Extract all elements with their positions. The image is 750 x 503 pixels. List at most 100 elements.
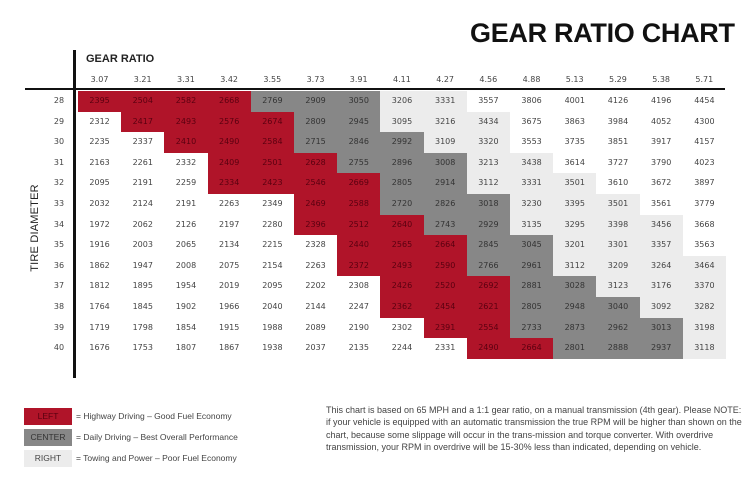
table-cell: 1845 — [121, 297, 165, 318]
table-cell: 2733 — [510, 317, 554, 339]
table-cell: 2409 — [207, 152, 251, 174]
column-header: 3.42 — [220, 75, 238, 84]
table-cell: 2826 — [423, 194, 467, 215]
table-cell: 3013 — [639, 317, 683, 339]
table-cell: 2423 — [250, 173, 294, 194]
column-header: 4.27 — [436, 75, 454, 84]
table-cell: 2914 — [423, 173, 467, 194]
table-cell: 2126 — [164, 214, 208, 236]
table-cell: 2490 — [207, 132, 251, 153]
table-cell: 2565 — [380, 235, 424, 256]
column-header: 5.29 — [608, 75, 627, 84]
table-cell: 2062 — [121, 214, 165, 236]
table-cell: 2247 — [337, 297, 381, 318]
table-cell: 1812 — [78, 276, 122, 297]
row-header: 34 — [53, 219, 65, 229]
row-header: 30 — [53, 137, 65, 147]
table-cell: 2493 — [164, 111, 208, 133]
table-cell: 2144 — [294, 297, 338, 318]
table-cell: 2280 — [250, 214, 294, 236]
table-cell: 2588 — [337, 194, 381, 215]
table-cell: 2019 — [207, 276, 251, 297]
legend-text-right: = Towing and Power – Poor Fuel Economy — [76, 453, 237, 463]
table-cell: 2332 — [164, 152, 208, 174]
table-cell: 2197 — [207, 214, 251, 236]
table-cell: 2640 — [380, 214, 424, 236]
table-cell: 1902 — [164, 297, 208, 318]
table-cell: 2664 — [423, 235, 467, 256]
table-cell: 1947 — [121, 255, 165, 277]
table-cell: 2769 — [250, 91, 294, 112]
table-cell: 2582 — [164, 91, 208, 112]
table-cell: 2961 — [510, 255, 554, 277]
table-cell: 2504 — [121, 91, 165, 112]
table-cell: 2873 — [553, 317, 597, 339]
table-cell: 3557 — [466, 91, 510, 112]
table-cell: 2692 — [466, 276, 510, 297]
table-cell: 3464 — [682, 255, 726, 277]
table-cell: 2937 — [639, 338, 683, 359]
table-cell: 3897 — [682, 173, 726, 194]
table-cell: 2454 — [423, 297, 467, 318]
table-cell: 2490 — [466, 338, 510, 359]
table-cell: 3614 — [553, 152, 597, 174]
table-cell: 3176 — [639, 276, 683, 297]
table-cell: 1915 — [207, 317, 251, 339]
table-cell: 2576 — [207, 111, 251, 133]
row-header: 28 — [53, 96, 65, 105]
table-cell: 3045 — [510, 235, 554, 256]
table-cell: 3028 — [553, 276, 597, 297]
table-cell: 2766 — [466, 255, 510, 277]
table-cell: 2395 — [78, 91, 122, 112]
table-cell: 2244 — [380, 338, 424, 359]
table-cell: 2202 — [294, 276, 338, 297]
gear-ratio-axis-label: GEAR RATIO — [86, 53, 155, 65]
column-header: 5.71 — [695, 75, 714, 84]
table-cell: 2493 — [380, 255, 424, 277]
table-cell: 2584 — [250, 132, 294, 153]
table-cell: 2546 — [294, 173, 338, 194]
table-cell: 2089 — [294, 317, 338, 339]
table-cell: 3735 — [553, 132, 597, 153]
row-header: 31 — [53, 157, 65, 167]
legend-swatch-center: CENTER — [24, 428, 72, 446]
row-header: 36 — [53, 260, 65, 270]
table-cell: 3095 — [380, 111, 424, 133]
table-cell: 3301 — [596, 235, 640, 256]
table-cell: 3790 — [639, 152, 683, 174]
table-cell: 3668 — [682, 214, 726, 236]
table-cell: 1764 — [78, 297, 122, 318]
table-cell: 1719 — [78, 317, 122, 339]
table-cell: 2190 — [337, 317, 381, 339]
table-cell: 2261 — [121, 152, 165, 174]
column-header: 3.91 — [349, 75, 368, 84]
table-cell: 2065 — [164, 235, 208, 256]
table-cell: 2628 — [294, 152, 338, 174]
table-cell: 2349 — [250, 194, 294, 215]
table-cell: 1862 — [78, 255, 122, 277]
column-header: 3.21 — [133, 75, 152, 84]
table-cell: 3331 — [510, 173, 554, 194]
column-header: 4.56 — [479, 75, 498, 84]
table-cell: 2095 — [78, 173, 122, 194]
table-cell: 3370 — [682, 276, 726, 297]
table-cell: 2410 — [164, 132, 208, 153]
table-cell: 2040 — [250, 297, 294, 318]
table-cell: 1988 — [250, 317, 294, 339]
table-cell: 3109 — [423, 132, 467, 153]
legend-swatch-left: LEFT — [24, 407, 72, 425]
legend: LEFT = Highway Driving – Good Fuel Econo… — [24, 406, 238, 469]
table-cell: 3230 — [510, 194, 554, 215]
row-header: 37 — [53, 281, 65, 291]
table-cell: 4126 — [596, 91, 640, 112]
table-cell: 2909 — [294, 91, 338, 112]
column-header: 3.31 — [176, 75, 195, 84]
row-header: 32 — [53, 178, 65, 188]
table-cell: 3331 — [423, 91, 467, 112]
table-cell: 2134 — [207, 235, 251, 256]
table-cell: 2263 — [207, 194, 251, 215]
table-cell: 3213 — [466, 152, 510, 174]
table-cell: 3563 — [682, 235, 726, 256]
horizontal-axis-line — [25, 88, 725, 90]
legend-text-left: = Highway Driving – Good Fuel Economy — [76, 411, 232, 421]
